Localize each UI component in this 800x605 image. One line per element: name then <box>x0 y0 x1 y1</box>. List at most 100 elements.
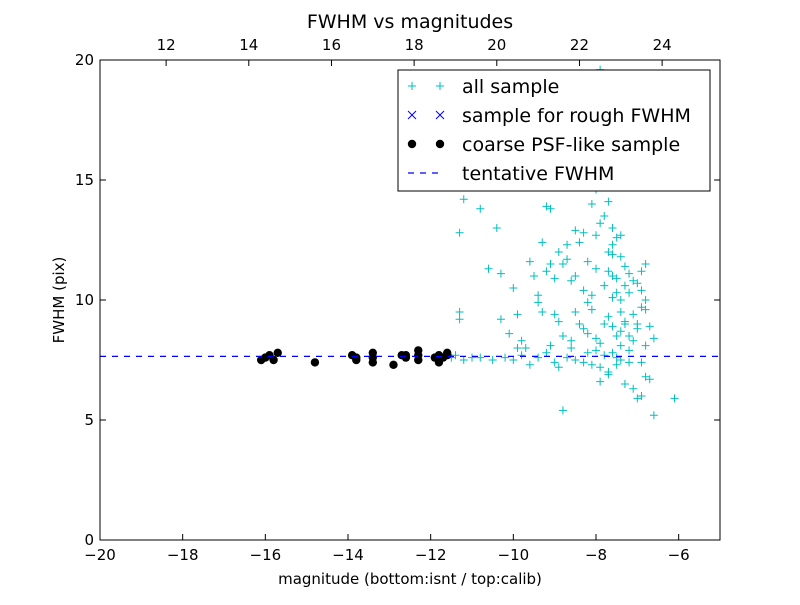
all-sample-point <box>612 274 621 283</box>
top-tick-label: 14 <box>239 36 258 54</box>
all-sample-point <box>629 336 638 345</box>
all-sample-point <box>604 370 613 379</box>
all-sample-point <box>620 281 629 290</box>
all-sample-point <box>620 317 629 326</box>
all-sample-point <box>546 260 555 268</box>
all-sample-point <box>608 272 617 280</box>
all-sample-point <box>571 226 580 235</box>
all-sample-point <box>496 269 505 278</box>
all-sample-point <box>534 298 543 307</box>
all-sample-point <box>542 348 551 357</box>
all-sample-point <box>567 276 576 285</box>
top-tick-label: 24 <box>653 36 672 54</box>
psf-like-point <box>352 355 361 365</box>
all-sample-point <box>538 308 547 316</box>
all-sample-point <box>629 276 638 285</box>
all-sample-point <box>629 310 638 319</box>
psf-like-point <box>368 353 377 362</box>
all-sample-point <box>550 274 559 283</box>
all-sample-point <box>600 212 609 220</box>
x-tick-label: −18 <box>167 546 199 564</box>
x-tick-label: −16 <box>250 546 282 564</box>
all-sample-point <box>596 377 605 386</box>
all-sample-point <box>604 248 613 256</box>
plot-area <box>100 65 720 420</box>
all-sample-point <box>579 324 588 333</box>
all-sample-point <box>592 346 600 355</box>
x-axis-label: magnitude (bottom:isnt / top:calib) <box>278 570 542 588</box>
all-sample-point <box>571 272 580 280</box>
all-sample-point <box>550 358 559 367</box>
all-sample-point <box>476 353 485 362</box>
all-sample-point <box>616 327 625 336</box>
legend-label: all sample <box>462 76 559 98</box>
all-sample-point <box>509 356 518 364</box>
psf-like-point <box>273 348 282 357</box>
all-sample-point <box>558 406 567 415</box>
all-sample-point <box>645 322 654 331</box>
legend-all-sample-marker <box>408 82 416 90</box>
all-sample-point <box>600 281 609 290</box>
all-sample-point <box>596 219 605 228</box>
all-sample-point <box>637 267 646 276</box>
all-sample-point <box>616 341 625 350</box>
all-sample-point <box>616 231 625 240</box>
psf-like-point <box>310 358 320 367</box>
psf-like-point <box>389 360 398 369</box>
all-sample-point <box>625 332 634 340</box>
all-sample-point <box>633 279 642 288</box>
all-sample-point <box>534 353 543 362</box>
all-sample-point <box>583 257 592 266</box>
all-sample-point <box>513 344 522 352</box>
psf-like-point <box>443 348 452 357</box>
all-sample-point <box>455 315 464 324</box>
all-sample-point <box>600 351 609 360</box>
all-sample-point <box>608 293 617 302</box>
all-sample-point <box>563 240 572 249</box>
all-sample-point <box>546 341 555 350</box>
all-sample-point <box>451 351 460 360</box>
all-sample-point <box>587 305 596 314</box>
all-sample-point <box>538 238 547 247</box>
all-sample-point <box>554 248 563 256</box>
legend-psf-marker <box>407 139 417 149</box>
y-axis-label: FWHM (pix) <box>50 257 68 344</box>
all-sample-point <box>620 380 629 388</box>
x-tick-label: −6 <box>668 546 690 564</box>
top-tick-label: 20 <box>487 36 506 54</box>
all-sample-point <box>616 308 625 316</box>
x-tick-label: −12 <box>415 546 447 564</box>
all-sample-point <box>550 310 559 319</box>
psf-like-point <box>401 353 411 362</box>
all-sample-point <box>571 356 580 364</box>
all-sample-point <box>600 320 609 328</box>
all-sample-point <box>616 356 625 364</box>
all-sample-point <box>587 200 596 208</box>
all-sample-point <box>641 296 650 304</box>
all-sample-point <box>513 310 522 319</box>
y-tick-label: 5 <box>84 411 94 429</box>
all-sample-point <box>608 240 617 249</box>
all-sample-point <box>612 288 621 297</box>
top-tick-label: 16 <box>322 36 341 54</box>
all-sample-point <box>604 197 613 206</box>
psf-like-point <box>269 355 278 365</box>
x-tick-label: −10 <box>498 546 530 564</box>
all-sample-point <box>579 228 588 237</box>
top-tick-label: 22 <box>570 36 589 54</box>
all-sample-point <box>563 255 572 264</box>
legend-label: coarse PSF-like sample <box>462 134 680 156</box>
all-sample-point <box>525 257 534 266</box>
all-sample-point <box>468 353 476 362</box>
all-sample-point <box>517 336 526 345</box>
all-sample-point <box>534 291 543 300</box>
all-sample-point <box>604 267 613 276</box>
all-sample-point <box>459 195 468 204</box>
top-tick-label: 18 <box>405 36 424 54</box>
all-sample-point <box>496 315 505 324</box>
all-sample-point <box>542 202 551 211</box>
all-sample-point <box>554 317 563 326</box>
y-tick-label: 0 <box>84 531 94 549</box>
all-sample-point <box>567 344 576 352</box>
